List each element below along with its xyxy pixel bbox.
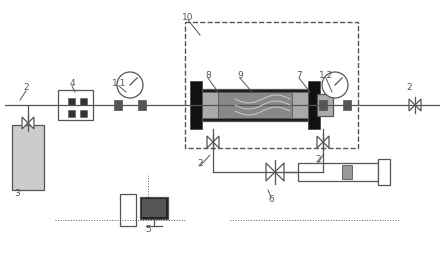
Text: 5: 5 bbox=[145, 226, 151, 234]
Polygon shape bbox=[213, 136, 219, 148]
Bar bbox=[185, 22, 358, 148]
Circle shape bbox=[117, 72, 143, 98]
Bar bbox=[378, 159, 390, 185]
Polygon shape bbox=[207, 136, 213, 148]
Text: 2: 2 bbox=[315, 155, 321, 164]
Text: 2: 2 bbox=[23, 83, 29, 92]
Bar bbox=[317, 94, 333, 116]
Text: 7: 7 bbox=[296, 70, 302, 80]
Text: 10: 10 bbox=[182, 12, 194, 21]
Bar bbox=[120, 194, 136, 226]
Bar bbox=[80, 98, 87, 105]
Text: 2: 2 bbox=[197, 159, 203, 168]
Bar bbox=[200, 92, 218, 118]
Text: 8: 8 bbox=[205, 70, 211, 80]
Text: 3: 3 bbox=[14, 189, 20, 198]
Polygon shape bbox=[275, 163, 284, 181]
Polygon shape bbox=[415, 99, 421, 111]
Bar bbox=[138, 100, 146, 110]
Bar bbox=[68, 98, 75, 105]
Text: 4: 4 bbox=[69, 78, 75, 88]
Polygon shape bbox=[28, 117, 34, 129]
Bar bbox=[68, 110, 75, 117]
Polygon shape bbox=[266, 163, 275, 181]
Bar bbox=[298, 163, 378, 181]
Polygon shape bbox=[22, 117, 28, 129]
Text: 1.1: 1.1 bbox=[112, 78, 126, 88]
Polygon shape bbox=[323, 136, 329, 148]
Bar bbox=[12, 125, 44, 190]
Bar bbox=[308, 81, 320, 129]
Text: 9: 9 bbox=[237, 70, 243, 80]
Bar bbox=[114, 100, 122, 110]
Text: 2: 2 bbox=[406, 83, 412, 92]
Bar bbox=[142, 199, 166, 217]
Bar bbox=[319, 100, 327, 110]
Text: 1.2: 1.2 bbox=[319, 70, 333, 80]
Bar bbox=[80, 110, 87, 117]
Bar bbox=[190, 81, 202, 129]
Bar bbox=[200, 89, 310, 121]
Text: 6: 6 bbox=[268, 196, 274, 205]
Bar bbox=[342, 165, 352, 179]
Circle shape bbox=[322, 72, 348, 98]
Bar bbox=[140, 197, 168, 219]
Bar bbox=[343, 100, 351, 110]
Polygon shape bbox=[409, 99, 415, 111]
Bar bbox=[292, 92, 310, 118]
Bar bbox=[58, 90, 93, 120]
Polygon shape bbox=[317, 136, 323, 148]
Bar bbox=[218, 92, 292, 118]
